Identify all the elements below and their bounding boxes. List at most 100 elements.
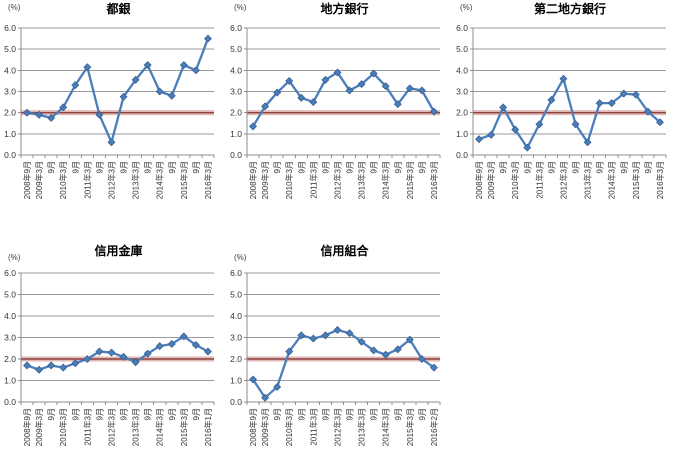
y-tick-label: 4.0 (230, 311, 242, 321)
y-tick-label: 3.0 (230, 333, 242, 343)
x-tick-label: 2016年3月 (429, 161, 439, 199)
x-tick-label: 9月 (321, 408, 330, 420)
data-point (297, 331, 306, 340)
data-point (345, 329, 354, 338)
x-tick-label: 9月 (47, 408, 56, 420)
x-tick-label: 2010年3月 (284, 161, 294, 199)
x-tick-label: 2008年9月 (248, 161, 258, 199)
y-tick-label: 5.0 (456, 44, 468, 54)
data-point (71, 81, 80, 90)
x-tick-label: 2016年2月 (429, 408, 439, 446)
x-tick-label: 9月 (523, 161, 532, 173)
x-tick-label: 9月 (120, 161, 129, 173)
y-tick-label: 0.0 (4, 150, 16, 160)
data-point (261, 393, 270, 402)
x-tick-label: 2015年3月 (405, 161, 415, 199)
y-tick-label: 2.0 (230, 108, 242, 118)
data-point (167, 339, 176, 348)
y-tick-label: 1.0 (4, 129, 16, 139)
x-tick-label: 2015年3月 (179, 408, 189, 446)
y-tick-label: 3.0 (456, 87, 468, 97)
y-tick-label: 5.0 (230, 290, 242, 300)
data-point (83, 355, 92, 363)
x-tick-label: 2015年3月 (179, 161, 189, 199)
x-tick-label: 2015年3月 (405, 408, 415, 446)
data-point (631, 90, 640, 99)
data-point (547, 96, 556, 104)
data-point (595, 99, 604, 108)
x-tick-label: 2008年9月 (22, 408, 32, 446)
x-tick-label: 2009年3月 (34, 408, 44, 446)
x-tick-label: 2011年3月 (308, 408, 318, 446)
x-tick-label: 9月 (297, 161, 306, 173)
data-point (357, 337, 366, 346)
data-point (430, 363, 438, 372)
data-line (251, 328, 436, 399)
x-tick-label: 2011年3月 (82, 408, 92, 446)
data-point (297, 93, 306, 102)
x-tick-label: 2009年3月 (486, 161, 496, 199)
data-point (143, 61, 152, 70)
y-tick-label: 0.0 (4, 397, 16, 407)
data-point (393, 345, 402, 354)
data-point (381, 350, 390, 359)
y-tick-label: 5.0 (4, 44, 16, 54)
x-tick-label: 2013年3月 (583, 161, 593, 199)
x-tick-label: 2014年3月 (381, 408, 391, 446)
chart-panel-daini-chihou-ginkou: (%) 第二地方銀行 0.0 1.0 2.0 3.0 4.0 5.0 6.0 2008年9月 2… (452, 0, 677, 230)
x-tick-label: 9月 (71, 161, 80, 173)
x-tick-label: 9月 (418, 161, 427, 173)
x-tick-label: 2016年3月 (655, 161, 665, 199)
x-tick-label: 9月 (394, 408, 403, 420)
x-tick-label: 9月 (47, 161, 56, 173)
x-tick-label: 2011年3月 (534, 161, 544, 199)
data-point (656, 118, 664, 127)
data-line (251, 71, 436, 128)
y-tick-label: 5.0 (230, 44, 242, 54)
chart-panel-togin: (%) 都銀 0.0 1.0 2.0 3.0 4.0 5.0 6.0 2008年9月 2009年… (0, 0, 226, 230)
data-point (204, 34, 212, 43)
data-point (131, 358, 140, 367)
y-tick-label: 4.0 (456, 65, 468, 75)
chart-title: 信用組合 (320, 244, 369, 258)
data-point (285, 76, 294, 85)
y-tick-label: 1.0 (4, 376, 16, 386)
data-point (285, 347, 294, 356)
data-point (523, 143, 532, 152)
data-point (107, 348, 116, 357)
y-tick-label: 6.0 (4, 23, 16, 33)
data-point (417, 86, 426, 95)
data-point (499, 103, 508, 112)
data-point (191, 341, 200, 349)
chart-title: 都銀 (106, 2, 131, 16)
y-tick-label: 2.0 (4, 354, 16, 364)
data-point (179, 332, 188, 341)
data-point (430, 107, 438, 116)
y-tick-label: 6.0 (230, 23, 242, 33)
y-tick-label: 2.0 (456, 108, 468, 118)
unit-label: (%) (234, 3, 247, 12)
x-tick-label: 9月 (273, 408, 282, 420)
x-tick-label: 9月 (95, 408, 104, 420)
data-point (369, 69, 378, 78)
y-tick-label: 1.0 (230, 376, 242, 386)
data-point (35, 365, 44, 374)
y-tick-label: 3.0 (230, 87, 242, 97)
data-point (345, 86, 354, 95)
y-tick-label: 2.0 (4, 108, 16, 118)
x-tick-label: 2016年3月 (203, 161, 213, 199)
data-point (333, 326, 342, 334)
x-tick-label: 9月 (370, 408, 379, 420)
data-point (405, 84, 414, 93)
data-point (155, 87, 164, 96)
data-point (143, 349, 152, 358)
x-tick-label: 9月 (620, 161, 629, 173)
chart-title: 第二地方銀行 (533, 2, 606, 16)
x-tick-label: 2012年3月 (106, 408, 116, 446)
data-point (155, 342, 164, 351)
y-tick-label: 0.0 (456, 150, 468, 160)
data-point (607, 99, 616, 108)
